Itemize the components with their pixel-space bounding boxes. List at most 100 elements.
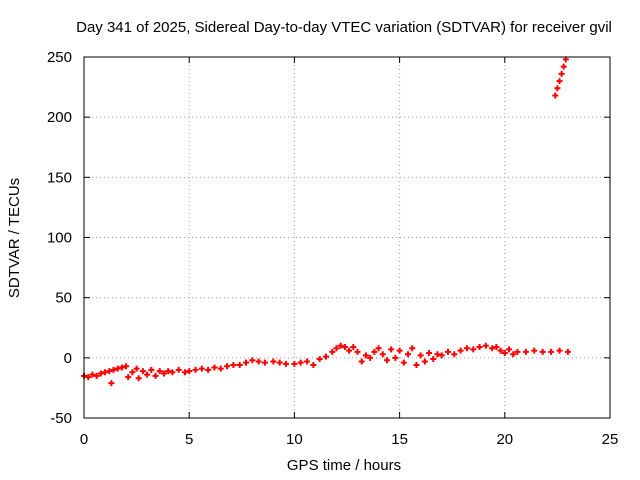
data-point [129,369,136,376]
data-point [205,366,212,373]
data-point [304,358,311,365]
chart-title: Day 341 of 2025, Sidereal Day-to-day VTE… [76,19,612,36]
data-point [255,358,262,365]
data-point [85,374,92,381]
data-point [522,348,529,355]
grid [84,57,610,418]
data-point [236,362,243,369]
data-point [430,356,437,363]
data-point [417,352,424,359]
data-point [350,344,357,351]
data-point [148,366,155,373]
data-point [322,353,329,360]
data-point [497,347,504,354]
data-point [388,346,395,353]
data-point [564,348,571,355]
data-point [106,368,113,375]
data-point [102,369,109,376]
data-point [413,362,420,369]
data-point [510,351,517,358]
data-point [133,365,140,372]
data-point [554,85,561,92]
data-point [371,348,378,355]
data-point [186,368,193,375]
data-point [316,356,323,363]
data-point [558,70,565,77]
data-point [169,369,176,376]
data-point [358,358,365,365]
data-point [438,352,445,359]
data-point [409,345,416,352]
data-point [175,366,182,373]
series-sdtvar [81,56,571,387]
data-point [152,372,159,379]
data-point [383,357,390,364]
data-point [514,348,521,355]
data-point [118,364,125,371]
y-tick-label: 100 [47,230,72,247]
data-point [379,351,386,358]
data-point [531,347,538,354]
data-point [337,342,344,349]
x-tick-label: 25 [602,431,619,448]
data-point [89,371,96,378]
x-tick-label: 5 [185,431,193,448]
data-point [463,345,470,352]
data-point [421,358,428,365]
data-point [444,348,451,355]
data-point [482,342,489,349]
data-point [144,371,151,378]
data-point [354,348,361,355]
data-point [396,347,403,354]
data-point [426,350,433,357]
data-point [224,363,231,370]
data-point [181,369,188,376]
data-point [211,364,218,371]
data-point [123,363,130,370]
data-point [367,354,374,361]
data-point [548,348,555,355]
data-point [243,359,250,366]
data-point [556,347,563,354]
data-point [276,359,283,366]
data-point [198,365,205,372]
data-point [493,344,500,351]
data-point [346,347,353,354]
data-point [506,346,513,353]
data-point [108,380,115,387]
x-tick-label: 10 [286,431,303,448]
data-point [125,374,132,381]
y-tick-label: 0 [64,350,72,367]
data-point [405,351,412,358]
data-point [451,351,458,358]
data-point [501,350,508,357]
y-tick-label: 150 [47,169,72,186]
data-point [489,345,496,352]
data-point [114,365,121,372]
data-point [93,372,100,379]
data-point [539,348,546,355]
data-point [192,366,199,373]
data-point [457,347,464,354]
x-axis-label: GPS time / hours [287,457,401,474]
data-point [400,359,407,366]
y-tick-label: 250 [47,49,72,66]
data-point [270,358,277,365]
y-axis-label: SDTVAR / TECUs [6,178,23,298]
x-tick-label: 15 [391,431,408,448]
data-point [362,352,369,359]
data-point [160,370,167,377]
x-tick-label: 0 [80,431,88,448]
data-point [139,368,146,375]
data-point [333,345,340,352]
data-point [261,359,268,366]
y-tick-label: -50 [50,410,72,427]
data-point [434,351,441,358]
data-point [230,362,237,369]
data-point [310,362,317,369]
x-tick-label: 20 [496,431,513,448]
data-point [375,345,382,352]
data-point [341,344,348,351]
data-point [135,375,142,382]
